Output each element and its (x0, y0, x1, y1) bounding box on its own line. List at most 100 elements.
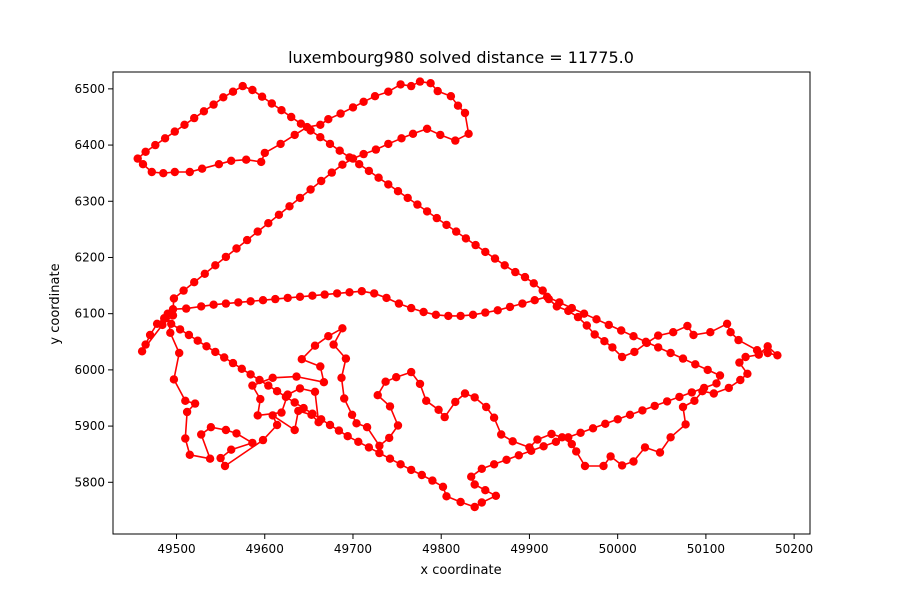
y-axis-label: y coordinate (48, 263, 63, 344)
city-point-277 (514, 451, 523, 460)
city-point-44 (341, 354, 351, 363)
city-point-184 (426, 79, 435, 88)
city-point-123 (481, 247, 490, 257)
city-point-71 (547, 429, 556, 439)
city-point-146 (257, 92, 267, 101)
city-point-247 (555, 298, 564, 307)
city-point-233 (382, 293, 391, 303)
city-point-60 (434, 405, 443, 414)
city-point-92 (741, 352, 750, 362)
city-point-105 (654, 331, 663, 340)
city-point-246 (542, 292, 552, 301)
city-point-164 (185, 167, 194, 177)
city-point-181 (396, 80, 405, 89)
city-point-12 (205, 454, 215, 463)
city-point-42 (338, 324, 347, 333)
city-point-251 (604, 320, 613, 330)
city-point-210 (221, 252, 231, 262)
city-point-36 (292, 372, 301, 381)
city-point-278 (502, 455, 511, 464)
city-point-287 (456, 497, 465, 507)
city-point-96 (763, 348, 772, 358)
city-point-130 (413, 200, 422, 209)
city-point-125 (461, 234, 471, 243)
city-point-282 (470, 480, 479, 489)
city-point-43 (329, 340, 338, 349)
city-point-24 (290, 425, 299, 435)
city-point-197 (359, 149, 368, 159)
city-point-48 (352, 419, 361, 428)
city-point-273 (564, 433, 573, 442)
city-point-9 (182, 407, 192, 417)
city-point-236 (419, 307, 428, 317)
y-tick-label: 6100 (74, 307, 105, 321)
city-point-228 (320, 290, 329, 299)
city-point-74 (572, 447, 581, 456)
city-point-172 (290, 130, 299, 140)
city-point-299 (334, 426, 344, 435)
city-point-134 (374, 173, 383, 182)
city-point-129 (422, 207, 432, 216)
city-point-254 (641, 337, 651, 346)
city-point-294 (385, 454, 395, 463)
city-point-310 (237, 364, 246, 373)
city-point-272 (576, 428, 585, 437)
city-point-47 (347, 410, 357, 419)
city-point-206 (264, 219, 273, 228)
city-point-284 (491, 491, 501, 500)
city-point-143 (287, 112, 296, 122)
city-point-40 (310, 341, 320, 350)
city-point-67 (497, 430, 506, 439)
city-point-171 (276, 139, 285, 149)
city-point-104 (669, 328, 678, 337)
city-point-266 (650, 401, 659, 411)
city-point-193 (408, 129, 418, 138)
city-point-205 (274, 210, 284, 219)
city-point-154 (180, 120, 189, 129)
y-tick-label: 5800 (74, 475, 105, 489)
city-point-202 (306, 185, 315, 194)
y-tick-label: 6200 (74, 250, 105, 264)
city-point-135 (364, 166, 374, 176)
city-point-255 (654, 343, 663, 352)
city-point-151 (209, 100, 218, 109)
city-point-283 (481, 486, 490, 495)
city-point-97 (752, 346, 762, 355)
city-point-54 (373, 391, 382, 400)
city-point-261 (712, 379, 721, 388)
city-point-216 (168, 305, 178, 314)
city-point-70 (533, 435, 542, 444)
city-point-177 (348, 103, 358, 112)
city-point-201 (317, 176, 326, 186)
city-point-38 (316, 362, 325, 371)
city-point-165 (197, 164, 207, 173)
city-point-138 (335, 146, 344, 155)
city-point-102 (689, 330, 698, 340)
city-point-252 (617, 326, 626, 335)
city-point-126 (452, 227, 461, 236)
city-point-103 (683, 321, 692, 331)
city-point-59 (422, 396, 431, 405)
city-point-113 (573, 312, 583, 322)
city-point-192 (422, 124, 432, 133)
city-point-157 (151, 140, 160, 150)
city-point-10 (181, 434, 190, 443)
city-point-149 (228, 87, 238, 96)
city-point-223 (258, 296, 268, 305)
city-point-153 (190, 113, 199, 123)
city-point-240 (468, 310, 478, 319)
city-point-82 (666, 433, 675, 442)
city-point-176 (336, 109, 345, 118)
city-point-14 (206, 423, 216, 432)
y-tick-label: 6400 (74, 138, 105, 152)
city-point-64 (470, 393, 479, 402)
x-tick-label: 50000 (599, 542, 637, 556)
city-point-81 (655, 448, 665, 457)
city-point-297 (354, 437, 363, 446)
city-point-179 (370, 92, 380, 101)
city-point-281 (467, 472, 476, 481)
city-point-133 (384, 180, 393, 189)
city-point-237 (431, 310, 441, 319)
city-point-160 (138, 160, 148, 169)
city-point-185 (433, 86, 442, 96)
